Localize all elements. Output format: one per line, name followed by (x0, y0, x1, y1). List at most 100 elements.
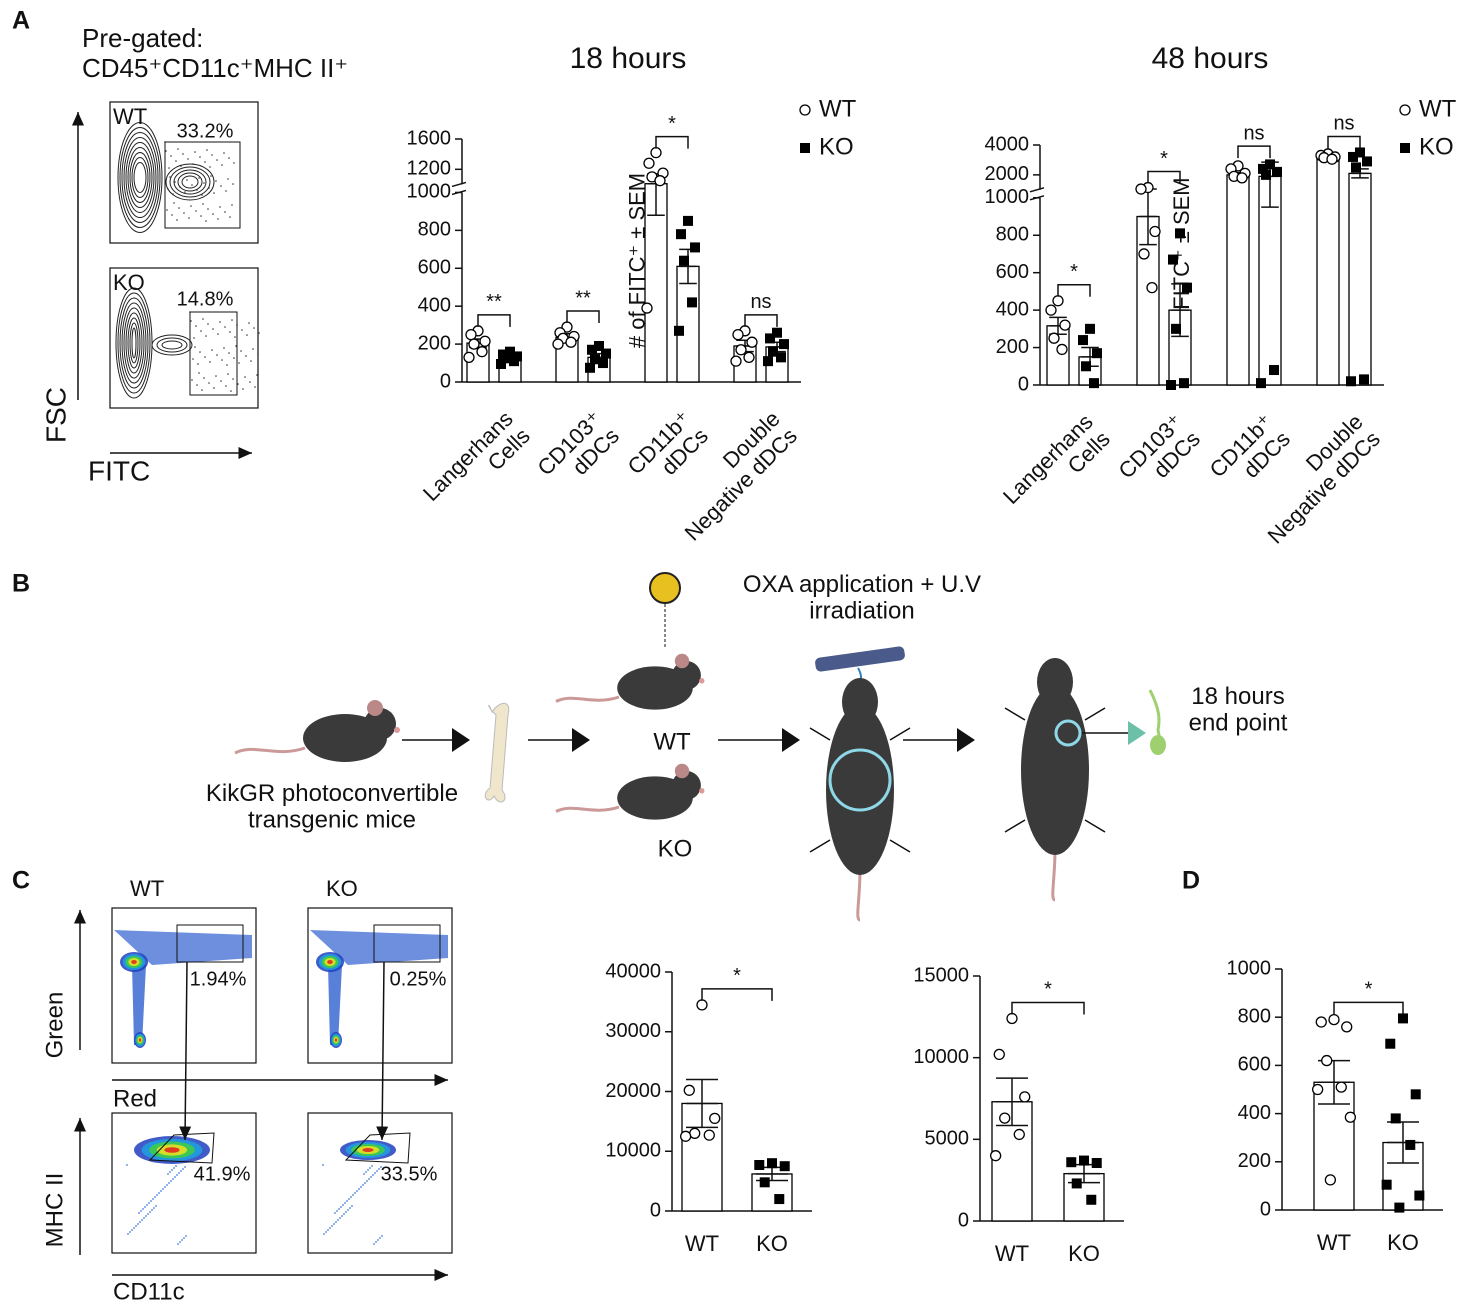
filled-square-point (765, 333, 775, 344)
decoration (149, 1211, 151, 1213)
filled-square-point (1414, 1190, 1425, 1201)
decoration (217, 333, 219, 335)
decoration (182, 1168, 184, 1170)
decoration (229, 331, 231, 333)
decoration (782, 728, 800, 752)
filled-square-point (800, 143, 810, 153)
significance-label: * (1365, 979, 1373, 1001)
decoration (147, 1213, 149, 1215)
decoration (216, 159, 218, 161)
open-circle-point (799, 104, 811, 116)
decoration (138, 1212, 140, 1214)
decoration (177, 1243, 179, 1245)
filled-square-point (1089, 378, 1099, 389)
open-circle-point (1315, 1016, 1327, 1028)
decoration (224, 326, 226, 328)
decoration (151, 334, 193, 356)
y-tick-label: 600 (418, 257, 451, 279)
decoration (167, 1173, 169, 1175)
decoration (162, 1188, 164, 1190)
significance-label: ns (750, 291, 771, 313)
decoration (129, 1231, 131, 1233)
error-bar (1081, 346, 1099, 368)
x-tick-label: KO (1068, 1241, 1100, 1266)
open-circle-point (1328, 1013, 1340, 1026)
open-circle-point (1135, 183, 1147, 195)
decoration (170, 1180, 172, 1182)
chart-title: 18 hours (570, 42, 687, 75)
filled-square-point (587, 344, 597, 355)
decoration (362, 1184, 364, 1186)
bar (1348, 172, 1372, 386)
decoration (202, 203, 204, 205)
decoration (364, 708, 396, 740)
chart-title: 48 hours (1152, 42, 1269, 75)
filled-square-point (676, 229, 686, 240)
decoration (809, 727, 831, 741)
decoration (172, 1178, 174, 1180)
decoration (156, 1194, 158, 1196)
filled-square-point (1265, 159, 1275, 170)
decoration (248, 322, 250, 324)
open-circle-point (1146, 282, 1158, 294)
filled-square-point (768, 346, 778, 357)
filled-square-point (1261, 169, 1271, 180)
decoration (244, 376, 246, 378)
decoration (138, 1038, 142, 1042)
filled-square-point (754, 1159, 765, 1170)
decoration (254, 386, 256, 388)
decoration (1037, 658, 1073, 706)
legend-label: KO (819, 133, 854, 160)
decoration (183, 1237, 185, 1239)
decoration (109, 267, 259, 409)
decoration (132, 965, 146, 1045)
error-bar (996, 1077, 1028, 1127)
y-tick-label: 20000 (605, 1080, 661, 1102)
decoration (351, 1205, 353, 1207)
filled-square-point (1166, 380, 1176, 390)
decoration (826, 705, 894, 875)
significance-bracket (1057, 284, 1091, 297)
decoration (369, 1167, 371, 1169)
gate-percent: 33.2% (177, 120, 234, 142)
decoration (155, 1205, 157, 1207)
diagram-text: OXA application + U.V irradiation (743, 571, 981, 624)
y-tick-label: 200 (1238, 1150, 1271, 1172)
filled-square-point (687, 297, 697, 308)
decoration (145, 1215, 147, 1217)
decoration (127, 317, 141, 369)
decoration (135, 1225, 137, 1227)
decoration (126, 1164, 128, 1166)
gate-percent: 1.94% (190, 968, 247, 990)
y-tick-label: 15000 (913, 964, 969, 986)
decoration (234, 336, 236, 338)
legend-label: WT (1419, 95, 1457, 122)
significance-bracket (1011, 1001, 1085, 1015)
axis-label: CD11c (113, 1278, 185, 1305)
decoration (1084, 707, 1106, 721)
decoration (207, 323, 209, 325)
decoration (233, 357, 235, 359)
decoration (380, 1166, 382, 1168)
filled-square-point (759, 1177, 770, 1188)
open-circle-point (746, 336, 758, 348)
decoration (327, 1229, 329, 1231)
decoration (225, 190, 227, 192)
decoration (179, 186, 181, 188)
decoration (119, 297, 149, 389)
legend-label: WT (819, 95, 857, 122)
decoration (240, 350, 242, 352)
decoration (188, 217, 190, 219)
significance-label: * (733, 965, 741, 987)
decoration (175, 1165, 177, 1167)
group-label: KO (658, 835, 693, 862)
decoration (362, 1148, 374, 1152)
decoration (165, 150, 167, 152)
open-circle-point (463, 351, 475, 364)
decoration (165, 163, 215, 201)
filled-square-point (774, 1194, 785, 1205)
axis-break (1029, 187, 1045, 193)
decoration (174, 1176, 176, 1178)
decoration (342, 1204, 344, 1206)
decoration (144, 1206, 146, 1208)
